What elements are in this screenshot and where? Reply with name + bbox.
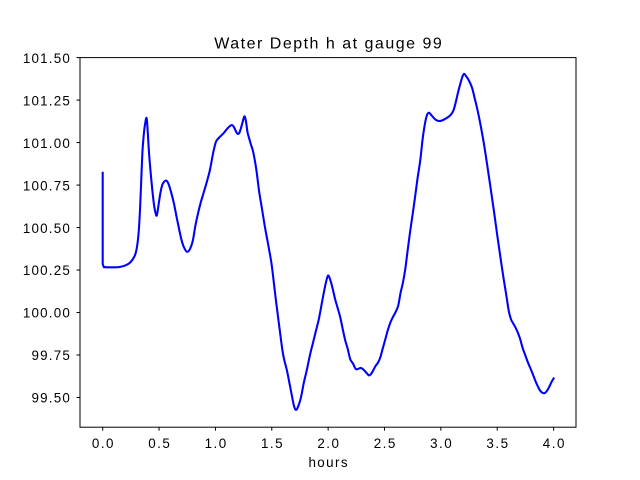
svg-text:101.25: 101.25 [23,93,71,108]
svg-text:100.25: 100.25 [23,263,71,278]
svg-text:3.0: 3.0 [430,436,453,451]
svg-text:Water Depth h at gauge 99: Water Depth h at gauge 99 [214,35,443,52]
svg-text:2.0: 2.0 [317,436,340,451]
svg-text:100.50: 100.50 [23,221,71,236]
svg-text:100.00: 100.00 [23,306,71,321]
svg-text:0.0: 0.0 [92,436,115,451]
svg-text:101.00: 101.00 [23,136,71,151]
svg-text:2.5: 2.5 [374,436,397,451]
svg-text:101.50: 101.50 [23,51,71,66]
svg-text:hours: hours [308,455,349,470]
svg-text:99.50: 99.50 [31,391,71,406]
svg-text:1.0: 1.0 [205,436,228,451]
svg-text:99.75: 99.75 [31,348,71,363]
svg-text:3.5: 3.5 [486,436,509,451]
svg-text:0.5: 0.5 [148,436,171,451]
svg-text:100.75: 100.75 [23,178,71,193]
svg-text:4.0: 4.0 [543,436,566,451]
svg-text:1.5: 1.5 [261,436,284,451]
